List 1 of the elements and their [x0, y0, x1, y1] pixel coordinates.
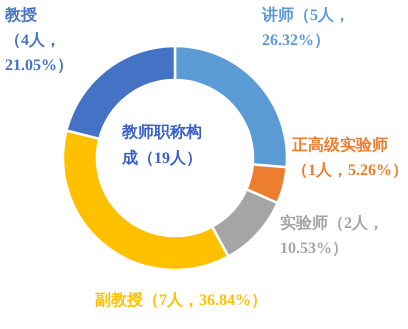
- title: 教师职称构成（19人）: [122, 124, 202, 167]
